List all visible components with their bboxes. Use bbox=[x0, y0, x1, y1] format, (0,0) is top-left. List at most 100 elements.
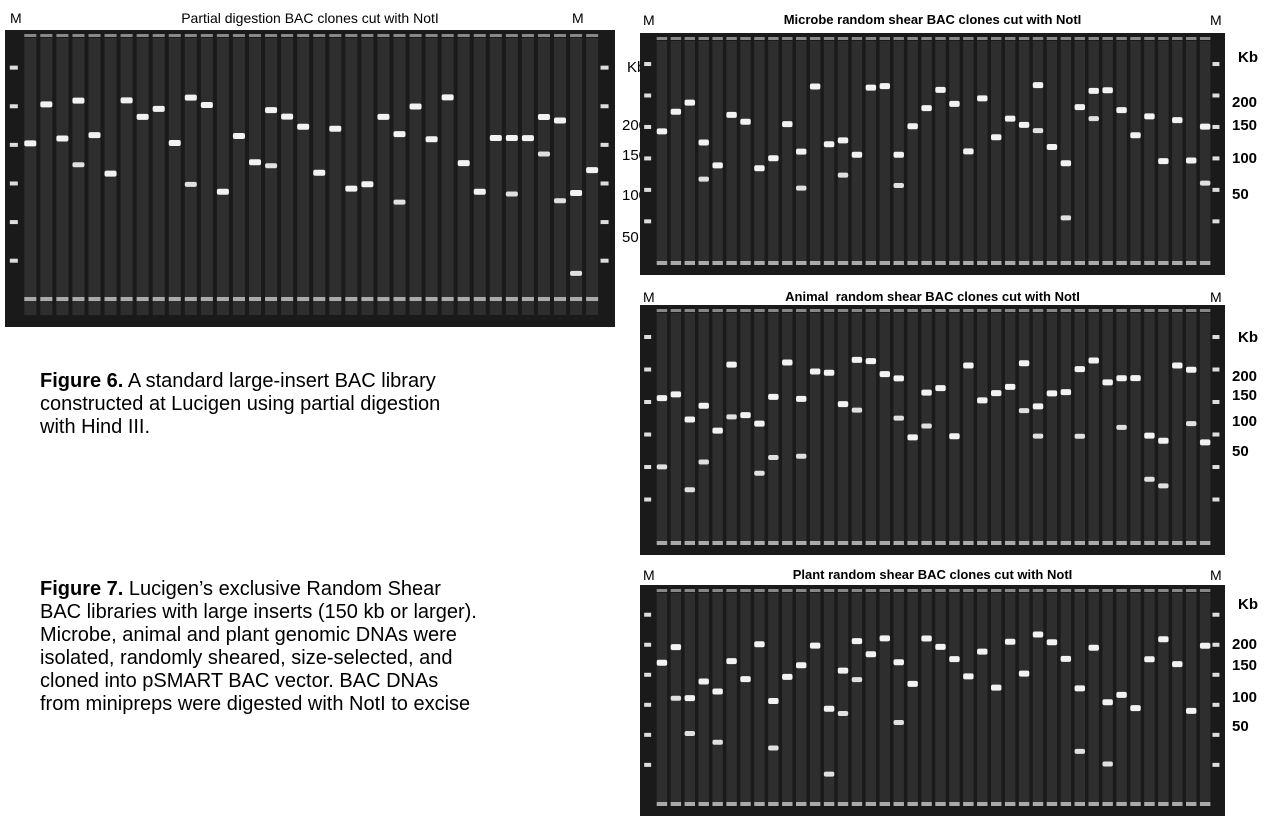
gel-band bbox=[712, 427, 723, 434]
well bbox=[1199, 589, 1211, 592]
well bbox=[1018, 589, 1030, 592]
vector-band bbox=[768, 802, 779, 806]
lane-smear bbox=[782, 313, 793, 543]
well bbox=[457, 34, 470, 37]
well bbox=[684, 309, 696, 312]
lane-smear bbox=[1116, 41, 1127, 263]
ladder-band bbox=[600, 104, 609, 109]
lane-smear bbox=[670, 313, 682, 543]
gel-band bbox=[425, 136, 438, 143]
gel-band bbox=[1158, 158, 1169, 165]
gel-band bbox=[521, 135, 534, 142]
vector-band bbox=[837, 541, 849, 545]
gel-band bbox=[865, 84, 877, 91]
well bbox=[1186, 37, 1197, 40]
well bbox=[136, 34, 149, 37]
lane-smear bbox=[698, 593, 709, 804]
lane-smear bbox=[1116, 593, 1127, 804]
well bbox=[754, 309, 765, 312]
ladder-band bbox=[644, 93, 652, 98]
ladder-band bbox=[9, 142, 18, 147]
vector-band bbox=[670, 802, 682, 806]
gel-band bbox=[768, 155, 779, 162]
well bbox=[489, 34, 502, 37]
ladder-band bbox=[644, 612, 652, 617]
lane-smear bbox=[935, 313, 946, 543]
lane-smear bbox=[823, 41, 835, 263]
vector-band bbox=[879, 802, 891, 806]
gel-band bbox=[1074, 433, 1086, 439]
well bbox=[963, 37, 974, 40]
well bbox=[1130, 37, 1141, 40]
well bbox=[809, 309, 821, 312]
gel-band bbox=[684, 416, 696, 423]
well bbox=[425, 34, 438, 37]
lane-smear bbox=[1088, 313, 1099, 543]
lane-smear bbox=[991, 41, 1002, 263]
vector-band bbox=[1032, 261, 1044, 265]
gel-band bbox=[1130, 375, 1141, 382]
vector-band bbox=[851, 541, 863, 545]
ladder-band bbox=[9, 65, 18, 70]
lane-smear bbox=[796, 593, 807, 804]
well bbox=[963, 309, 974, 312]
vector-band bbox=[1004, 541, 1016, 545]
lane-smear bbox=[740, 593, 751, 804]
lane-smear bbox=[656, 41, 668, 263]
well bbox=[72, 34, 85, 37]
gel-band bbox=[537, 114, 550, 121]
vector-band bbox=[1158, 802, 1169, 806]
vector-band bbox=[823, 261, 835, 265]
lane-smear bbox=[393, 38, 406, 315]
vector-band bbox=[698, 261, 709, 265]
well bbox=[837, 309, 849, 312]
lane-smear bbox=[768, 313, 779, 543]
lane-smear bbox=[963, 593, 974, 804]
lane-smear bbox=[409, 38, 422, 315]
vector-band bbox=[977, 261, 988, 265]
vector-band bbox=[712, 261, 723, 265]
lane-smear bbox=[1199, 41, 1211, 263]
gel-band bbox=[782, 121, 793, 128]
lane-smear bbox=[1032, 313, 1044, 543]
lane-smear bbox=[768, 41, 779, 263]
well bbox=[377, 34, 390, 37]
vector-band bbox=[377, 297, 390, 301]
gel-band bbox=[24, 140, 37, 147]
gel-band bbox=[232, 132, 245, 139]
vector-band bbox=[184, 297, 197, 301]
marker-label: M bbox=[1210, 12, 1222, 28]
vector-band bbox=[949, 261, 960, 265]
caption-text: cloned into pSMART BAC vector. BAC DNAs bbox=[40, 670, 439, 692]
gel-band bbox=[1199, 642, 1211, 649]
vector-band bbox=[782, 541, 793, 545]
well bbox=[24, 34, 37, 37]
well bbox=[754, 37, 765, 40]
well bbox=[656, 589, 668, 592]
vector-band bbox=[684, 261, 696, 265]
gel-band bbox=[977, 397, 988, 404]
ladder-band bbox=[600, 65, 609, 70]
gel-band bbox=[865, 358, 877, 365]
lane-smear bbox=[168, 38, 181, 315]
gel-band bbox=[963, 673, 974, 680]
gel-band bbox=[1004, 383, 1016, 390]
well bbox=[991, 309, 1002, 312]
ladder-band bbox=[600, 258, 609, 263]
lane-smear bbox=[1060, 593, 1072, 804]
well bbox=[521, 34, 534, 37]
lane-smear bbox=[1130, 313, 1141, 543]
gel-band bbox=[991, 684, 1002, 691]
vector-band bbox=[907, 802, 918, 806]
vector-band bbox=[796, 541, 807, 545]
lane-smear bbox=[656, 313, 668, 543]
lane-smear bbox=[893, 593, 904, 804]
gel-band bbox=[851, 638, 863, 645]
well bbox=[977, 309, 988, 312]
gel-band bbox=[1004, 638, 1016, 645]
ladder-band bbox=[1212, 642, 1220, 647]
gel-band bbox=[104, 170, 117, 177]
well bbox=[361, 34, 374, 37]
gel-band bbox=[377, 113, 390, 120]
caption-line: with Hind III. bbox=[40, 416, 440, 439]
